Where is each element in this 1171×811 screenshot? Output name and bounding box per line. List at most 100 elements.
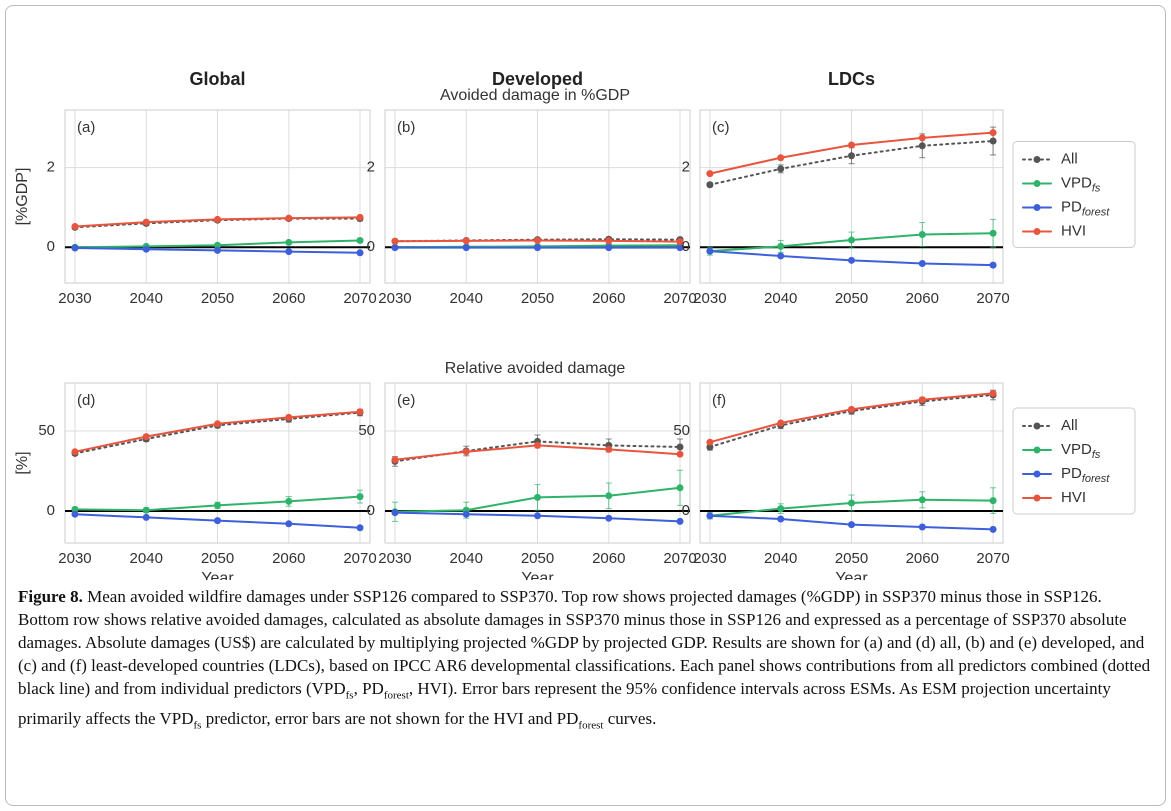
caption-subscript: fs: [193, 719, 202, 732]
x-axis-label: Year: [201, 570, 234, 580]
legend-subscript: fs: [1092, 449, 1101, 461]
series-marker: [777, 165, 785, 173]
x-tick-label: 2060: [272, 290, 305, 307]
series-marker: [706, 181, 714, 189]
series-marker: [214, 420, 221, 428]
x-tick-label: 2040: [764, 290, 797, 307]
series-marker: [918, 134, 926, 142]
series-marker: [676, 450, 684, 458]
legend-box: [1012, 141, 1136, 248]
series-marker: [391, 509, 399, 517]
series-marker: [285, 248, 293, 256]
series-marker: [989, 229, 997, 237]
figure-frame: [5, 5, 1166, 806]
x-tick-label: 2070: [343, 550, 376, 567]
series-marker: [605, 445, 613, 453]
y-tick-label: 0: [367, 238, 375, 255]
caption-text: , PD: [353, 679, 384, 698]
series-marker: [918, 260, 926, 268]
series-marker: [142, 513, 150, 521]
plot-frame: [699, 382, 1004, 544]
y-tick-label: 0: [47, 502, 55, 519]
caption-text: predictor, error bars are not shown for …: [201, 709, 579, 729]
series-marker: [285, 238, 293, 246]
plot-frame: [384, 109, 691, 284]
y-tick-label: 0: [367, 502, 375, 519]
legend-marker: [1033, 494, 1041, 502]
panel-label: (a): [77, 119, 95, 136]
series-marker: [71, 505, 79, 513]
series-marker: [142, 218, 150, 226]
y-tick-label: 50: [358, 422, 375, 439]
caption-text: , HVI). Error bars represent the 95% con…: [18, 679, 1111, 729]
column-title: Developed: [492, 69, 583, 89]
series-marker: [605, 244, 613, 252]
series-marker: [214, 517, 221, 525]
series-marker: [391, 237, 399, 245]
panel-label: (c): [712, 119, 730, 136]
series-marker: [356, 213, 364, 221]
series-marker: [848, 256, 855, 264]
legend-marker: [1033, 156, 1041, 163]
series-marker: [989, 525, 997, 533]
legend-label: PDforest: [1061, 198, 1110, 218]
y-axis-label: [%GDP]: [14, 168, 31, 226]
series-marker: [848, 236, 855, 244]
legend-subscript: forest: [1082, 206, 1110, 218]
caption-text: Mean avoided wildfire damages under SSP1…: [18, 587, 1151, 698]
series-marker: [391, 244, 399, 252]
x-tick-label: 2050: [201, 290, 234, 307]
y-tick-label: 2: [47, 159, 55, 176]
caption-text: curves.: [603, 709, 657, 729]
series-marker: [534, 512, 541, 520]
legend-name: HVI: [1061, 489, 1086, 506]
series-marker: [989, 497, 997, 505]
x-tick-label: 2070: [343, 290, 376, 307]
legend-marker: [1033, 180, 1041, 187]
x-tick-label: 2070: [976, 550, 1009, 567]
legend-subscript: fs: [1092, 182, 1101, 194]
caption-subscript: forest: [578, 719, 604, 732]
series-marker: [534, 493, 541, 501]
panel-label: (b): [397, 119, 415, 136]
x-tick-label: 2050: [835, 290, 868, 307]
y-tick-label: 0: [47, 238, 55, 255]
x-tick-label: 2040: [450, 290, 483, 307]
series-marker: [71, 244, 79, 252]
series-marker: [777, 242, 785, 250]
legend-marker: [1033, 228, 1041, 235]
y-tick-label: 0: [682, 238, 690, 255]
series-marker: [285, 520, 293, 528]
column-title: Global: [189, 69, 245, 89]
x-tick-label: 2030: [378, 290, 411, 307]
series-marker: [848, 499, 855, 507]
legend-name: All: [1061, 417, 1078, 434]
legend-label: All: [1061, 417, 1078, 434]
legend-box: [1012, 407, 1136, 515]
series-marker: [989, 261, 997, 269]
legend-marker: [1033, 422, 1041, 430]
series-marker: [605, 514, 613, 522]
legend-name: PD: [1061, 198, 1082, 215]
x-tick-label: 2070: [663, 290, 696, 307]
x-tick-label: 2050: [835, 550, 868, 567]
legend-name: PD: [1061, 465, 1082, 482]
series-marker: [676, 244, 684, 252]
x-tick-label: 2050: [521, 290, 554, 307]
x-tick-label: 2030: [58, 290, 91, 307]
series-marker: [676, 443, 684, 451]
y-axis-label: [%]: [14, 451, 31, 474]
legend-label: HVI: [1061, 222, 1086, 239]
series-marker: [777, 154, 785, 162]
series-marker: [214, 501, 221, 509]
series-marker: [285, 214, 293, 222]
series-marker: [777, 419, 785, 427]
series-marker: [534, 236, 541, 244]
series-marker: [356, 493, 364, 501]
panel-label: (d): [77, 392, 95, 409]
plot-frame: [64, 109, 371, 284]
series-marker: [706, 170, 714, 178]
x-axis-label: Year: [835, 570, 868, 580]
series-marker: [462, 244, 470, 252]
